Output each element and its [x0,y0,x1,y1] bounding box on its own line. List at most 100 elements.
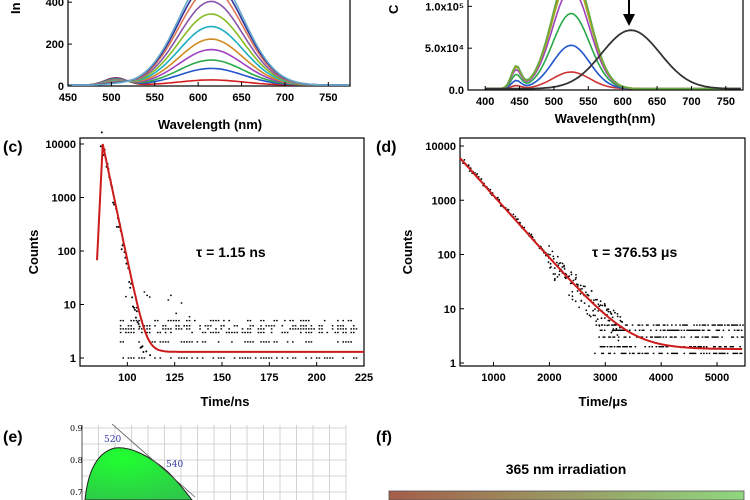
panel-c-data-point [292,319,294,322]
panel-d-data-point [717,336,719,338]
panel-c-data-point [281,331,284,334]
panel-d-data-point [652,324,655,326]
panel-c-data-point [247,319,249,322]
panel-c-data-point [180,302,183,304]
panel-d-data-point [712,336,715,338]
panel-c-data-point [130,319,132,322]
panel-d-data-point [601,329,603,331]
panel-d-data-point [654,336,656,338]
panel-c-data-point [262,331,265,334]
panel-d-data-point [598,324,600,326]
panel-d-data-point [637,352,639,355]
panel-c-data-point [186,325,188,327]
panel-d-data-point [581,287,583,290]
panel-d-data-point [735,352,737,355]
panel-d-data-point [693,346,695,348]
panel-d-data-point [672,329,674,331]
panel-d-x-axis-label: Time/μs [579,394,628,409]
panel-d-data-point [595,324,598,326]
panel-c-data-point [130,328,132,330]
panel-c-data-point [342,319,344,322]
panel-d-data-point [622,352,624,355]
irradiation-color-bar [388,490,745,500]
panel-c-data-point [355,357,358,359]
panel-b-x-tick-label: 750 [717,96,735,108]
panel-d-data-point [675,352,677,355]
panel-d-data-point [690,336,693,338]
panel-d-data-point [575,276,577,279]
panel-c-data-point [135,310,138,313]
panel-c-data-point [268,357,270,359]
panel-d-data-point [572,279,575,282]
panel-d-data-point [694,352,697,355]
panel-d-data-point [666,352,669,355]
panel-f-label: (f) [376,429,392,446]
panel-d-data-point [721,336,723,338]
panel-d-data-point [676,352,679,355]
panel-d-data-point [612,328,615,330]
cie-ytick-0.9: 0.9 [70,424,83,433]
panel-a-x-ticks: 450 500 550 600 650 700 750 [59,82,337,104]
panel-d-data-point [575,274,577,276]
panel-d-data-point [647,352,649,355]
panel-c-data-point [115,225,118,228]
panel-d-data-point [655,329,658,331]
panel-c-data-point [262,328,265,330]
panel-d-data-point [659,336,662,338]
panel-d-data-point [673,336,676,338]
panel-c-data-point [249,328,252,330]
panel-c-data-point [220,328,223,330]
panel-d-data-point [731,336,733,338]
panel-d-data-point [672,352,674,355]
panel-c-data-point [276,341,278,343]
panel-d-data-point [602,336,605,338]
panel-c-data-point [260,331,262,334]
panel-d-data-point [574,300,577,303]
panel-d-data-point [592,309,594,312]
panel-c-data-point [148,328,151,330]
panel-c-data-point [121,244,124,247]
panel-d-data-point [551,250,554,253]
panel-c-data-point [286,331,289,334]
panel-c-data-point [133,306,135,309]
panel-c-data-point [204,331,207,334]
panel-d-data-point [563,264,565,267]
panel-d-data-point [594,308,596,310]
panel-d-data-point [718,329,721,331]
panel-d-data-point [608,319,611,322]
panel-c-data-point [294,357,297,359]
panel-d-data-point [596,298,598,301]
panel-c-data-point [138,357,140,359]
panel-c-data-point [180,328,183,330]
panel-c-data-point [276,319,278,322]
panel-d-data-point [690,329,693,331]
panel-d-y-tick-label: 1000 [432,195,456,207]
panel-d-data-point [715,352,718,355]
panel-b-y-tick-label: 0.0 [449,85,464,97]
panel-a-y-ticks: 0 200 400 [46,0,72,93]
panel-c-data-point [125,295,127,298]
panel-c-y-ticks: 1 10 100 1000 10000 [45,139,84,365]
panel-b-series-line [485,0,741,90]
panel-c-data-point [292,357,294,359]
panel-c-data-point [323,357,326,359]
panel-d-data-point [662,329,665,331]
panel-d-data-point [547,261,550,264]
panel-d-data-point [700,346,702,348]
panel-c-data-point [247,357,249,359]
panel-c-data-point [260,319,262,322]
panel-d-x-tick-label: 1000 [481,372,505,384]
panel-c-data-point [167,328,170,330]
panel-d-data-point [703,346,705,348]
panel-d: (d) 1000 2000 3000 4000 5000 1 10 100 1000 10000… [376,137,746,409]
panel-c-data-point [244,357,246,359]
panel-c-data-point [188,341,191,343]
panel-d-data-point [676,329,679,331]
panel-c-data-point [305,331,307,334]
panel-d-data-point [599,300,602,303]
panel-c-data-point [223,325,225,327]
panel-d-data-point [631,352,634,355]
panel-c-data-point [268,325,270,327]
panel-d-data-point [655,336,658,338]
panel-c-data-point [201,331,204,334]
